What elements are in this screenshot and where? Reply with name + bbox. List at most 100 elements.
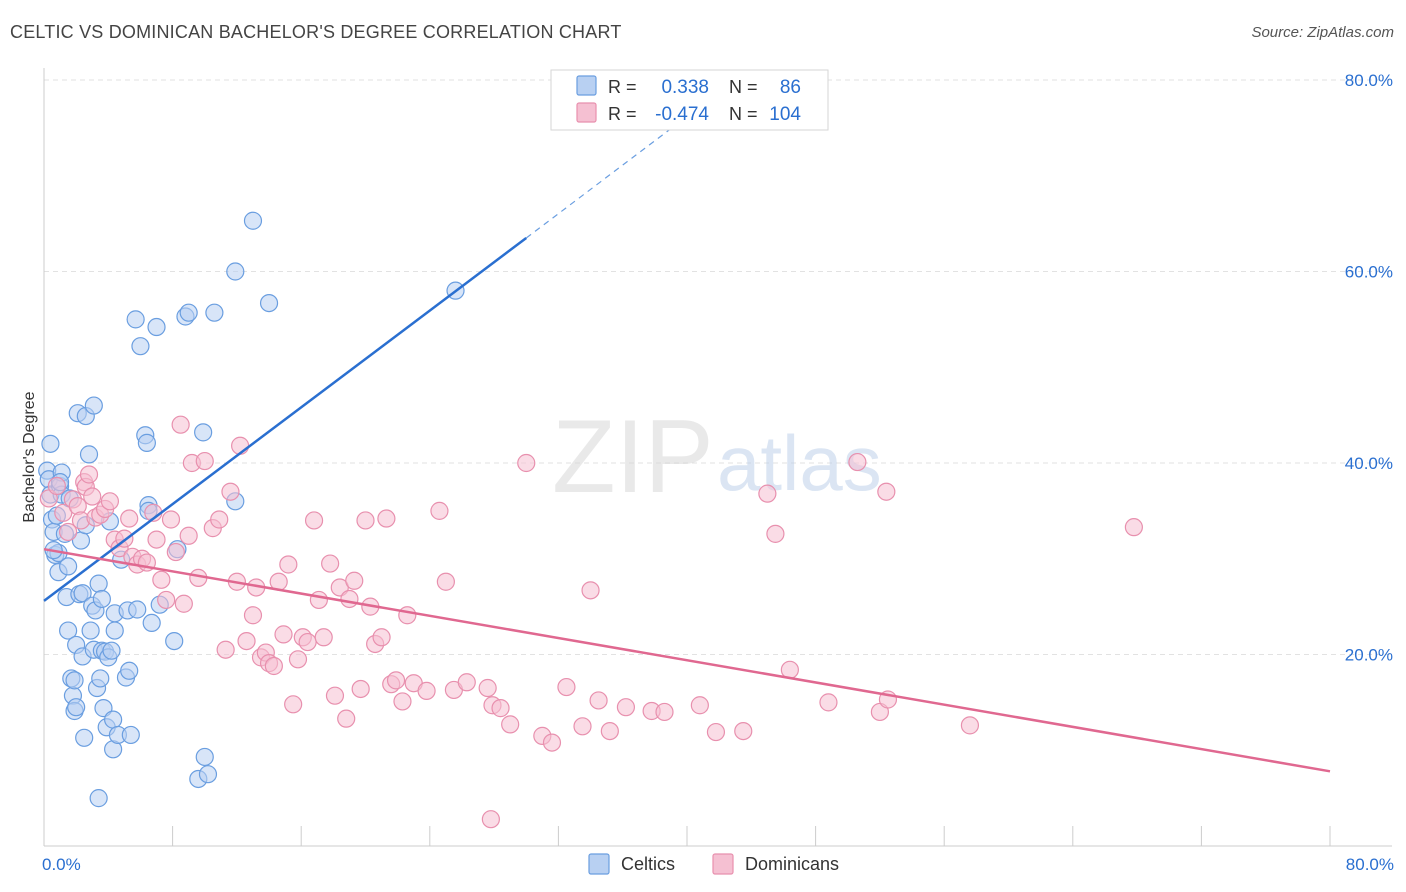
stats-legend: R = 0.338 N = 86 R = -0.474 N = 104 xyxy=(550,69,829,131)
dominicans-point xyxy=(100,492,120,511)
dominicans-point xyxy=(542,733,562,752)
dominicans-point xyxy=(274,625,293,644)
dominicans-n-value: 104 xyxy=(769,104,801,125)
trend-lines xyxy=(43,79,1331,773)
gridlines xyxy=(44,79,1392,655)
dominicans-point xyxy=(457,673,476,692)
celtics-point xyxy=(147,317,166,337)
celtics-point xyxy=(128,600,147,619)
dominicans-point xyxy=(706,722,726,742)
celtics-point xyxy=(41,434,60,453)
dominicans-point xyxy=(171,415,190,434)
y-tick-label: 40.0% xyxy=(1345,454,1393,473)
celtics-r-value: 0.338 xyxy=(661,77,709,98)
y-axis-title: Bachelor's Degree xyxy=(21,391,38,522)
celtics-point xyxy=(75,728,94,747)
watermark-zip: ZIP xyxy=(552,399,714,515)
celtics-point xyxy=(137,433,156,452)
dominicans-point xyxy=(152,570,171,589)
dominicans-point xyxy=(284,695,303,714)
dominicans-point xyxy=(321,554,340,573)
y-tick-labels: 20.0% 40.0% 60.0% 80.0% xyxy=(1345,71,1393,665)
dominicans-point xyxy=(221,482,240,501)
dominicans-point xyxy=(345,571,364,590)
dominicans-point xyxy=(237,631,256,651)
dominicans-point xyxy=(386,671,406,690)
dominicans-point xyxy=(398,606,417,625)
dominicans-r-label: R = xyxy=(608,104,637,124)
legend-celtics-swatch xyxy=(588,853,610,875)
dominicans-point xyxy=(314,628,333,647)
dominicans-point xyxy=(848,452,867,472)
dominicans-trend-line xyxy=(43,547,1331,773)
dominicans-point xyxy=(766,524,785,543)
dominicans-point xyxy=(298,632,317,652)
dominicans-point xyxy=(59,522,78,542)
chart-title: CELTIC VS DOMINICAN BACHELOR'S DEGREE CO… xyxy=(10,22,622,42)
dominicans-point xyxy=(481,810,500,829)
celtics-point xyxy=(165,631,184,651)
dominicans-point xyxy=(356,511,375,530)
dominicans-point xyxy=(501,715,520,734)
dominicans-point xyxy=(174,594,193,613)
celtics-point xyxy=(79,445,99,464)
dominicans-point xyxy=(179,526,198,545)
celtics-point xyxy=(91,669,110,688)
dominicans-point xyxy=(304,511,324,530)
dominicans-point xyxy=(161,510,181,529)
celtics-swatch xyxy=(576,75,597,96)
dominicans-point xyxy=(393,692,412,711)
dominicans-point xyxy=(147,530,166,549)
dominicans-point xyxy=(819,693,838,712)
dominicans-point xyxy=(231,436,250,455)
celtics-point xyxy=(65,671,84,690)
celtics-point xyxy=(105,621,124,640)
legend-celtics-label: Celtics xyxy=(621,854,675,874)
series-legend: Celtics Dominicans xyxy=(588,853,839,875)
dominicans-point xyxy=(758,484,777,503)
celtics-point xyxy=(59,557,78,576)
celtics-point xyxy=(104,710,123,729)
celtics-point xyxy=(89,789,108,808)
dominicans-point xyxy=(491,699,510,718)
celtics-n-label: N = xyxy=(729,77,758,97)
dominicans-point xyxy=(517,453,536,473)
dominicans-point xyxy=(79,465,99,484)
dominicans-point xyxy=(166,542,185,562)
dominicans-point xyxy=(573,717,592,736)
dominicans-point xyxy=(243,606,263,625)
axes xyxy=(43,68,1392,847)
dominicans-point xyxy=(351,679,370,699)
celtics-point xyxy=(198,765,218,784)
celtics-point xyxy=(259,293,279,313)
celtics-point xyxy=(81,621,100,640)
celtics-point xyxy=(84,396,103,415)
x-tick-label-min: 0.0% xyxy=(42,855,81,874)
celtics-trend-line xyxy=(43,236,528,602)
dominicans-point xyxy=(325,686,345,705)
dominicans-point xyxy=(337,709,356,728)
dominicans-points xyxy=(39,415,1143,829)
celtics-point xyxy=(89,574,108,593)
celtics-point xyxy=(194,423,213,442)
celtics-point xyxy=(142,613,161,633)
dominicans-point xyxy=(960,716,980,735)
legend-dominicans-label: Dominicans xyxy=(745,854,839,874)
dominicans-point xyxy=(616,698,636,717)
celtics-point xyxy=(179,303,198,322)
dominicans-point xyxy=(309,590,328,610)
celtics-point xyxy=(73,584,92,603)
dominicans-point xyxy=(478,678,497,698)
dominicans-swatch xyxy=(576,102,597,123)
dominicans-point xyxy=(589,691,608,710)
dominicans-point xyxy=(690,696,709,715)
celtics-n-value: 86 xyxy=(780,77,801,98)
y-tick-label: 20.0% xyxy=(1345,646,1393,665)
celtics-point xyxy=(59,621,78,640)
x-tick-label-max: 80.0% xyxy=(1346,855,1394,874)
celtics-point xyxy=(243,211,263,230)
dominicans-point xyxy=(195,451,214,471)
celtics-point xyxy=(92,589,111,609)
dominicans-point xyxy=(372,628,391,647)
